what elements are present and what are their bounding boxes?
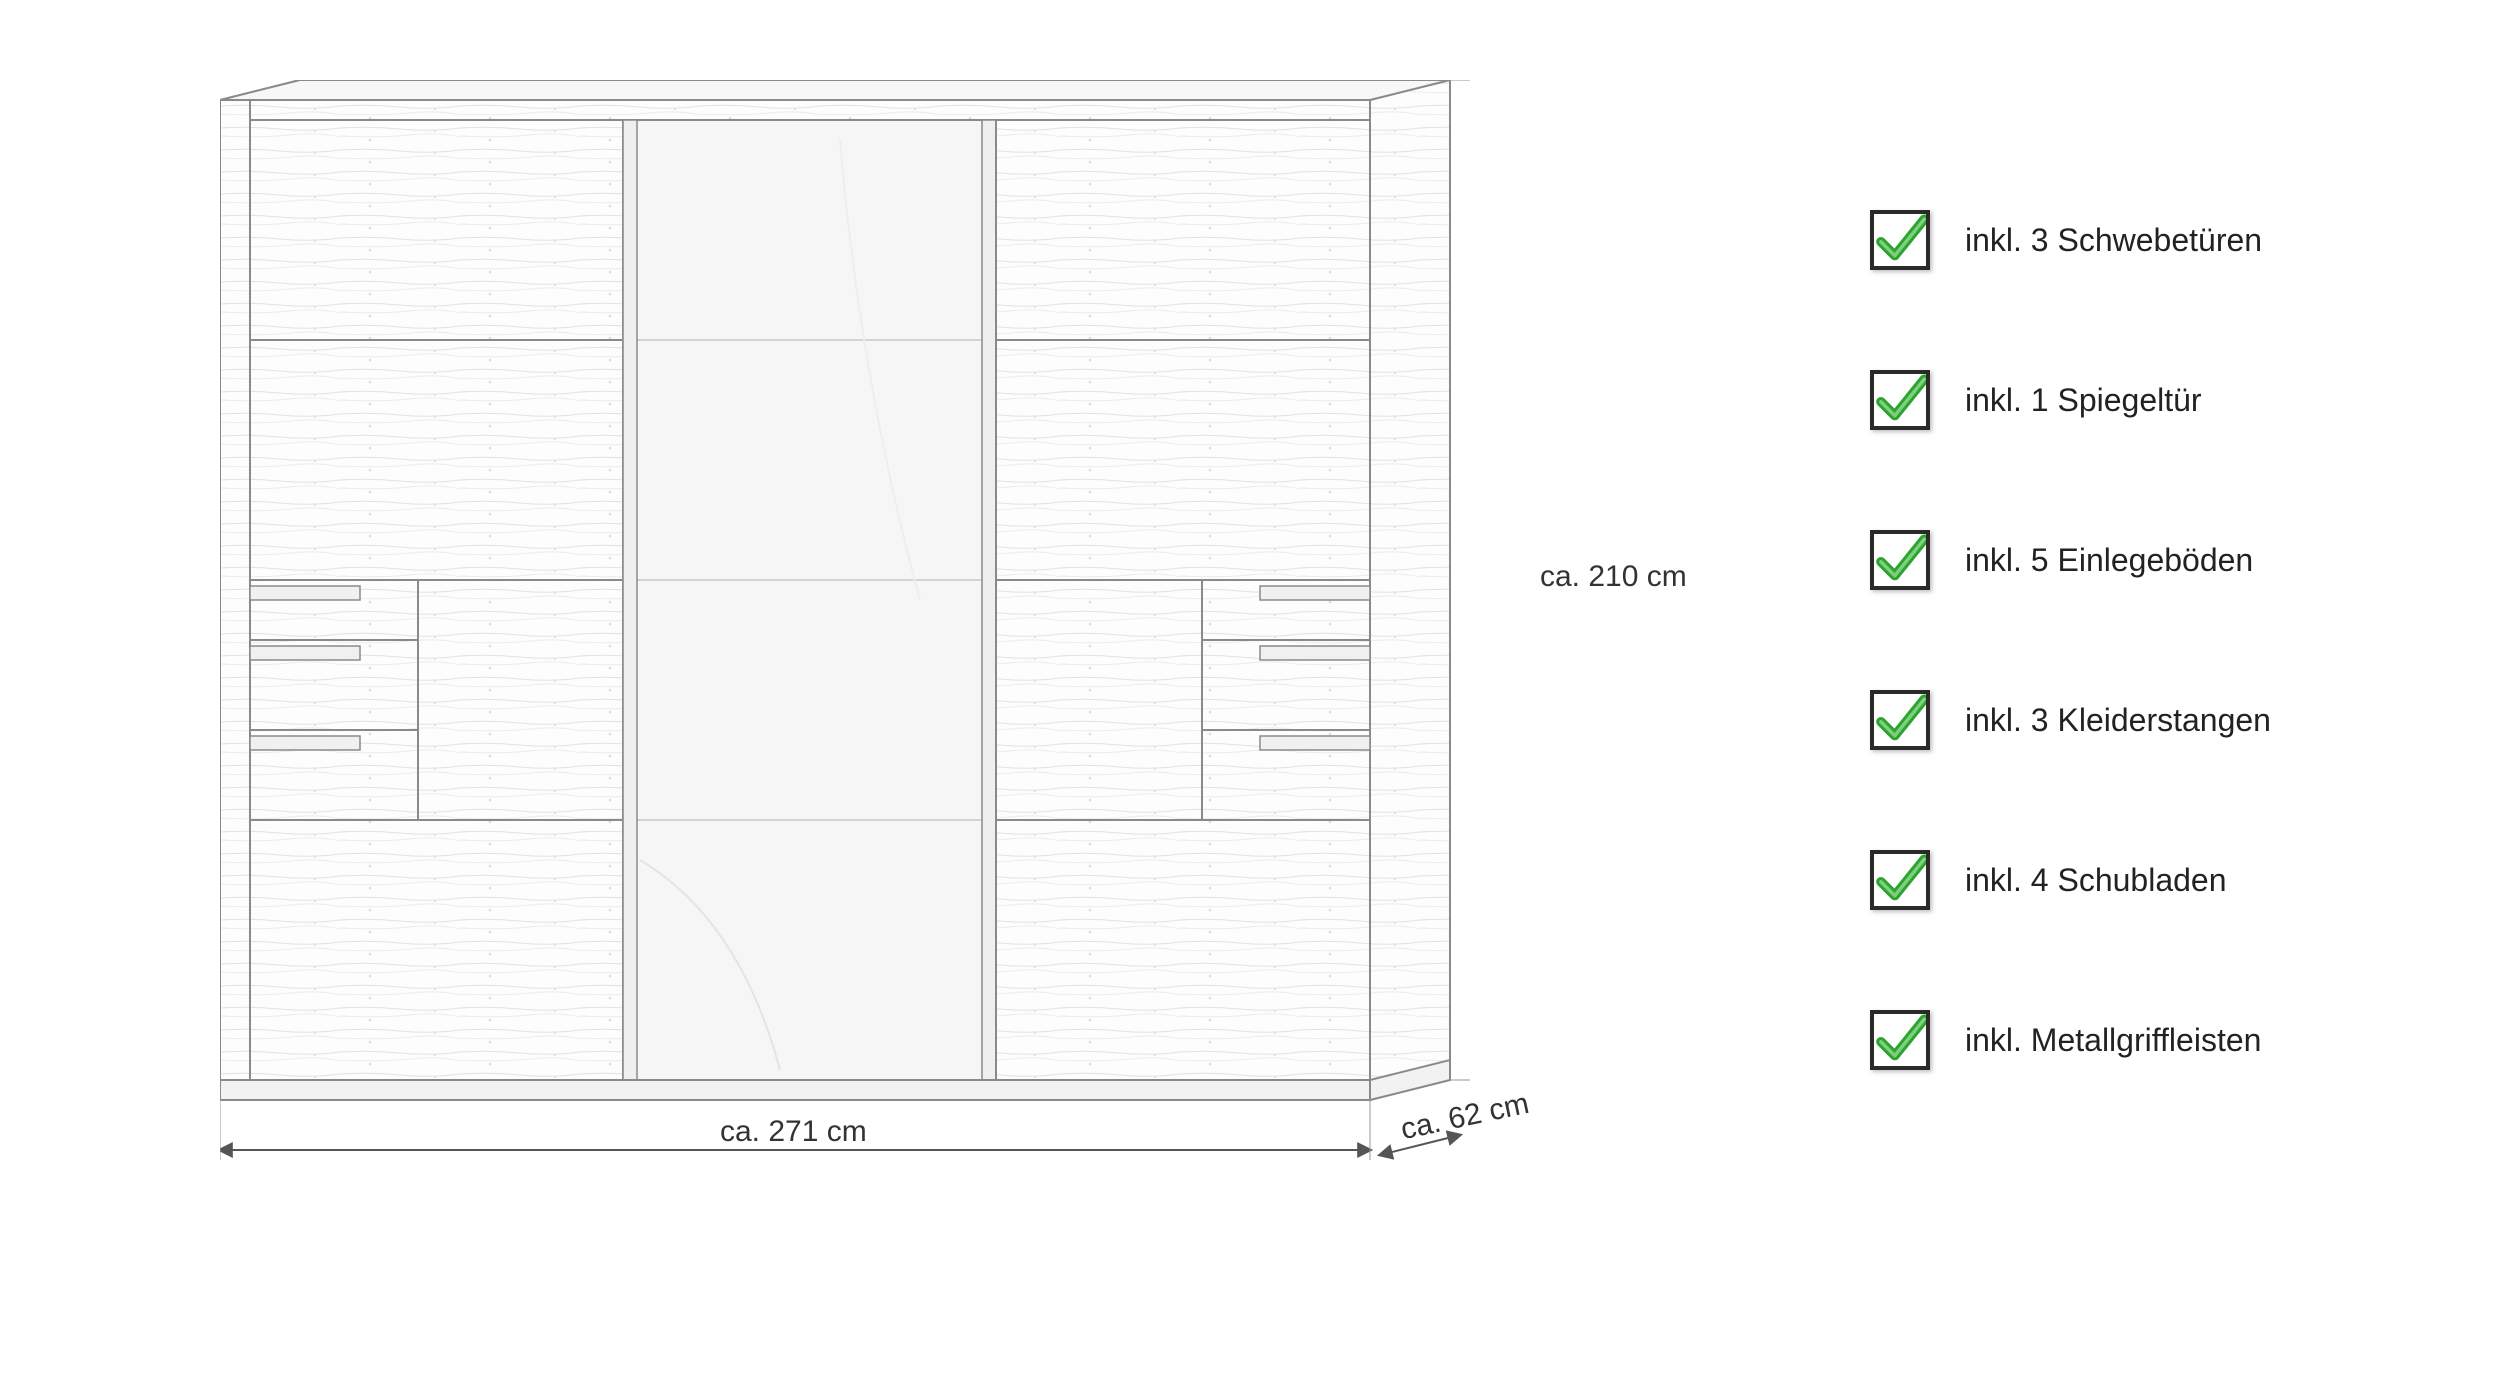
feature-item: inkl. 3 Schwebetüren — [1870, 210, 2271, 270]
feature-item: inkl. 3 Kleiderstangen — [1870, 690, 2271, 750]
feature-label: inkl. Metallgriffleisten — [1965, 1022, 2261, 1059]
feature-label: inkl. 3 Schwebetüren — [1965, 222, 2262, 259]
feature-label: inkl. 3 Kleiderstangen — [1965, 702, 2271, 739]
feature-label: inkl. 1 Spiegeltür — [1965, 382, 2202, 419]
feature-list: inkl. 3 Schwebetüren inkl. 1 Spiegeltür … — [1870, 210, 2271, 1070]
check-icon — [1870, 370, 1930, 430]
check-icon — [1870, 690, 1930, 750]
check-icon — [1870, 1010, 1930, 1070]
feature-label: inkl. 4 Schubladen — [1965, 862, 2227, 899]
feature-item: inkl. 1 Spiegeltür — [1870, 370, 2271, 430]
dimension-width: ca. 271 cm — [720, 1115, 867, 1149]
feature-item: inkl. 4 Schubladen — [1870, 850, 2271, 910]
wardrobe-schematic — [220, 80, 1470, 1180]
feature-label: inkl. 5 Einlegeböden — [1965, 542, 2253, 579]
feature-item: inkl. Metallgriffleisten — [1870, 1010, 2271, 1070]
check-icon — [1870, 210, 1930, 270]
dimension-height: ca. 210 cm — [1540, 560, 1687, 594]
feature-item: inkl. 5 Einlegeböden — [1870, 530, 2271, 590]
check-icon — [1870, 850, 1930, 910]
check-icon — [1870, 530, 1930, 590]
